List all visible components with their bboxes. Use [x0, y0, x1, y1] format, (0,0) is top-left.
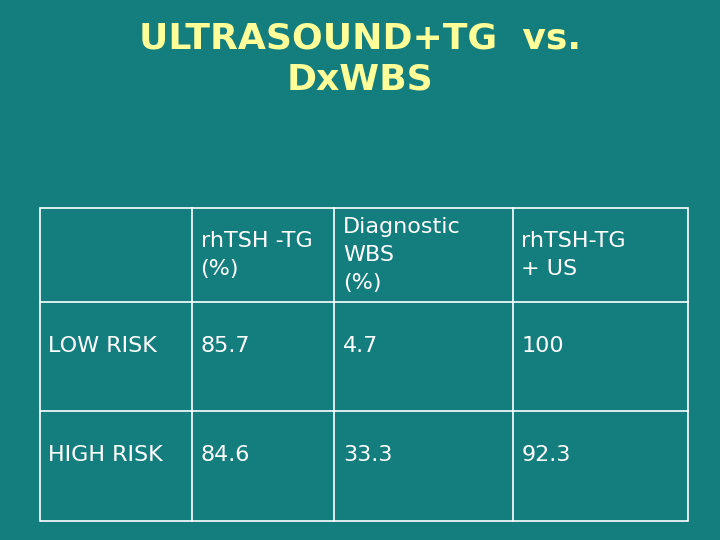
- Text: rhTSH -TG
(%): rhTSH -TG (%): [200, 231, 312, 279]
- Text: Diagnostic
WBS
(%): Diagnostic WBS (%): [343, 217, 461, 293]
- Text: HIGH RISK: HIGH RISK: [48, 446, 163, 465]
- Text: LOW RISK: LOW RISK: [48, 336, 157, 356]
- Bar: [40, 208, 688, 521]
- Text: 100: 100: [521, 336, 564, 356]
- Text: 4.7: 4.7: [343, 336, 378, 356]
- Text: 92.3: 92.3: [521, 446, 571, 465]
- Text: 84.6: 84.6: [200, 446, 250, 465]
- Text: 85.7: 85.7: [200, 336, 250, 356]
- Text: rhTSH-TG
+ US: rhTSH-TG + US: [521, 231, 626, 279]
- Text: ULTRASOUND+TG  vs.
DxWBS: ULTRASOUND+TG vs. DxWBS: [139, 22, 581, 96]
- Text: 33.3: 33.3: [343, 446, 392, 465]
